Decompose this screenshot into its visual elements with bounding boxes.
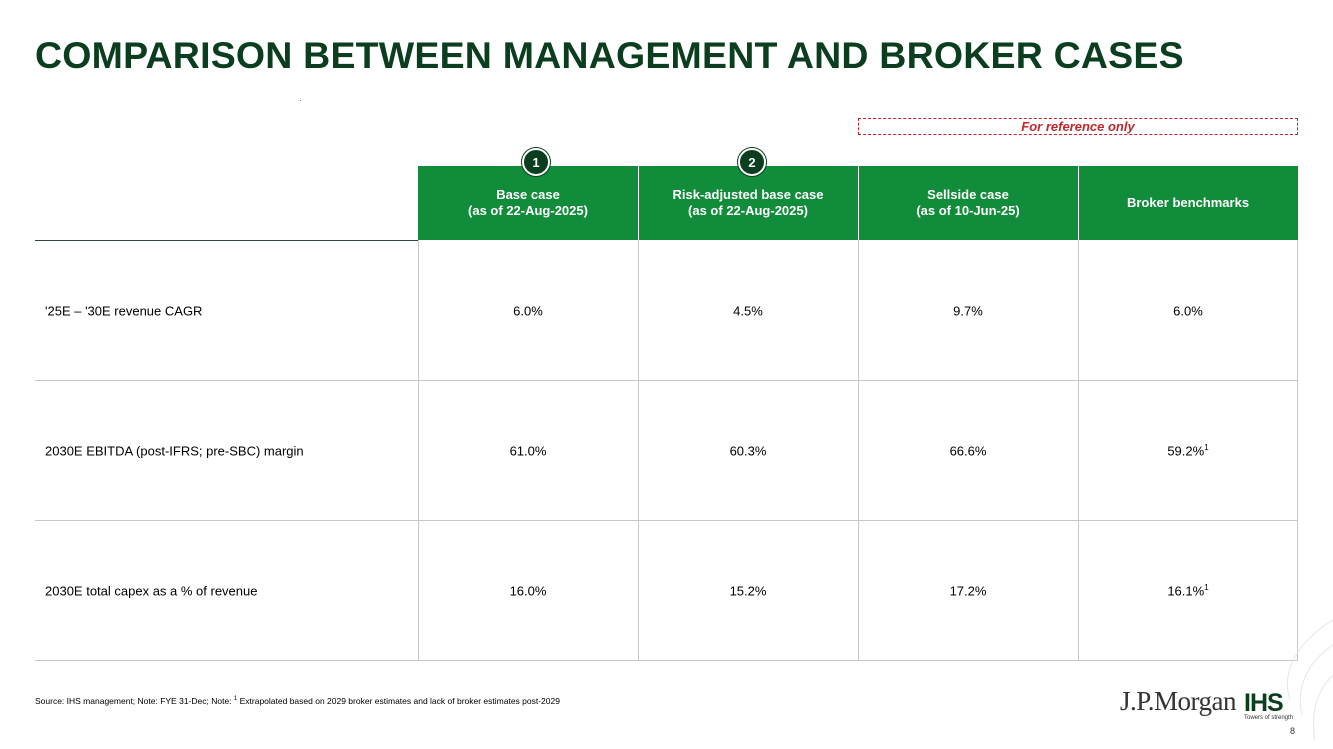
row-divider — [35, 520, 1298, 521]
column-header-line2: (as of 22-Aug-2025) — [688, 203, 808, 218]
cell-value: 60.3% — [729, 443, 767, 459]
header-divider — [858, 166, 859, 240]
cell-value: 61.0% — [509, 443, 547, 459]
footnote-prefix: Source: IHS management; Note: FYE 31-Dec… — [35, 696, 234, 706]
ihs-logo-text: IHS — [1244, 690, 1283, 714]
column-divider — [418, 240, 419, 661]
column-header-line2: (as of 22-Aug-2025) — [468, 203, 588, 218]
column-header-base-case: Base case (as of 22-Aug-2025) — [418, 166, 638, 240]
column-header-line1: Broker benchmarks — [1126, 195, 1250, 210]
footnote-marker: 1 — [233, 696, 238, 703]
footnote-text: Extrapolated based on 2029 broker estima… — [237, 696, 560, 706]
column-divider — [1297, 240, 1298, 661]
cell-value: 16.1% — [1167, 583, 1205, 599]
cell-value: 6.0% — [513, 303, 543, 319]
column-header-risk-adjusted: Risk-adjusted base case (as of 22-Aug-20… — [638, 166, 858, 240]
badge-2: 2 — [738, 148, 766, 176]
footnote-marker: 1 — [1204, 583, 1209, 593]
cell-value-with-footnote: 16.1%1 — [1078, 584, 1298, 599]
cell-value: 9.7% — [953, 303, 983, 319]
column-divider — [1078, 240, 1079, 661]
cell-value: 15.2% — [729, 583, 767, 599]
jpmorgan-logo: J.P.Morgan — [1120, 686, 1237, 716]
column-header-broker: Broker benchmarks — [1078, 166, 1298, 240]
row-label-capex: 2030E total capex as a % of revenue — [45, 583, 258, 599]
page-number: 8 — [1290, 726, 1296, 736]
cell-value: 66.6% — [949, 443, 987, 459]
cell-value: 59.2% — [1167, 443, 1205, 459]
reference-only-box: For reference only — [858, 118, 1298, 135]
stray-dot — [300, 100, 301, 101]
column-divider — [638, 240, 639, 661]
badge-1: 1 — [522, 148, 550, 176]
column-header-sellside: Sellside case (as of 10-Jun-25) — [858, 166, 1078, 240]
column-divider — [858, 240, 859, 661]
column-header-line1: Risk-adjusted base case — [672, 187, 824, 202]
column-header-line2: (as of 10-Jun-25) — [916, 203, 1020, 218]
reference-only-label: For reference only — [1021, 119, 1135, 134]
ihs-tagline: Towers of strength — [1244, 715, 1294, 721]
page-title: COMPARISON BETWEEN MANAGEMENT AND BROKER… — [35, 34, 1184, 76]
source-footnote: Source: IHS management; Note: FYE 31-Dec… — [35, 696, 560, 706]
cell-value: 6.0% — [1173, 303, 1203, 319]
cell-value: 17.2% — [949, 583, 987, 599]
header-divider — [638, 166, 639, 240]
footnote-marker: 1 — [1204, 443, 1209, 453]
label-column-top-rule — [35, 240, 418, 241]
table-bottom-rule — [35, 660, 1298, 661]
cell-value-with-footnote: 59.2%1 — [1078, 444, 1298, 459]
row-label-ebitda-margin: 2030E EBITDA (post-IFRS; pre-SBC) margin — [45, 443, 304, 459]
row-divider — [35, 380, 1298, 381]
cell-value: 4.5% — [733, 303, 763, 319]
header-divider — [1078, 166, 1079, 240]
cell-value: 16.0% — [509, 583, 547, 599]
decorative-swirl — [1286, 619, 1333, 741]
column-header-line1: Sellside case — [927, 187, 1009, 202]
column-header-line1: Base case — [496, 187, 560, 202]
ihs-logo: IHS — [1244, 690, 1284, 714]
row-label-revenue-cagr: '25E – '30E revenue CAGR — [45, 303, 203, 319]
